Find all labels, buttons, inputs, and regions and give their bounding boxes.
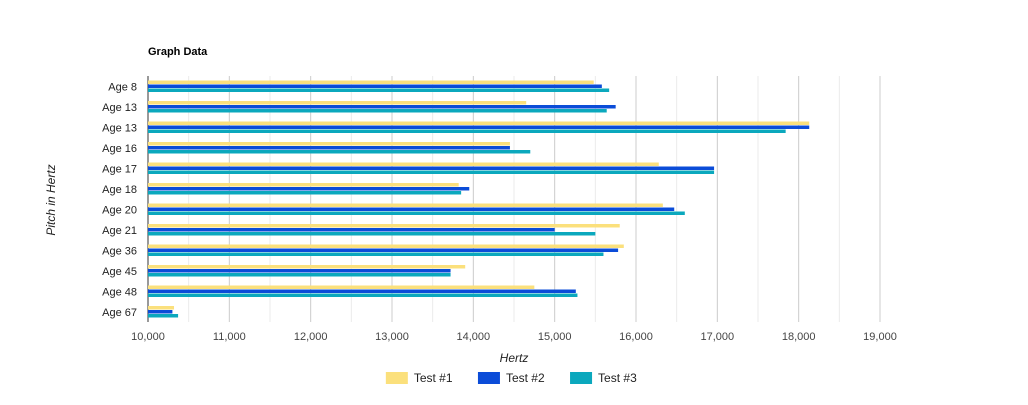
y-tick-label: Age 17 [102, 163, 137, 175]
legend-label: Test #3 [598, 371, 637, 385]
bar[interactable] [148, 170, 715, 175]
bar[interactable] [148, 265, 466, 269]
bars-layer [148, 80, 810, 318]
bar[interactable] [148, 125, 810, 130]
bar[interactable] [148, 232, 596, 236]
bar[interactable] [148, 314, 179, 318]
y-tick-label: Age 36 [102, 245, 137, 257]
y-tick-label: Age 21 [102, 225, 137, 237]
y-tick-label: Age 13 [102, 102, 137, 114]
bar[interactable] [148, 105, 616, 109]
grid-layer [147, 76, 881, 322]
legend-label: Test #1 [414, 371, 453, 385]
x-axis-title: Hertz [500, 351, 529, 365]
bar[interactable] [148, 228, 555, 232]
y-tick-label: Age 13 [102, 122, 137, 134]
bar[interactable] [148, 248, 619, 253]
bar[interactable] [148, 150, 531, 154]
x-tick-label: 17,000 [701, 331, 735, 343]
chart-title: Graph Data [148, 46, 208, 58]
bar[interactable] [148, 109, 607, 113]
x-tick-label: 12,000 [294, 331, 328, 343]
bar[interactable] [148, 269, 451, 273]
bar[interactable] [148, 80, 594, 85]
x-tick-label: 16,000 [619, 331, 653, 343]
bar[interactable] [148, 203, 663, 208]
bar[interactable] [148, 101, 527, 105]
legend-label: Test #2 [506, 371, 545, 385]
bar[interactable] [148, 293, 578, 298]
bar[interactable] [148, 310, 173, 314]
x-tick-label: 13,000 [375, 331, 409, 343]
bar[interactable] [148, 285, 535, 290]
y-tick-label: Age 16 [102, 143, 137, 155]
legend-swatch [477, 372, 500, 384]
bar[interactable] [148, 142, 510, 146]
legend[interactable]: Test #1 Test #2 Test #3 [385, 371, 637, 385]
bar[interactable] [148, 129, 786, 134]
bar[interactable] [148, 224, 620, 228]
x-tick-label: 19,000 [863, 331, 897, 343]
legend-swatch [570, 372, 593, 384]
y-tick-label: Age 67 [102, 307, 137, 319]
bar[interactable] [148, 211, 685, 216]
x-tick-label: 11,000 [213, 331, 246, 343]
bar[interactable] [148, 162, 659, 167]
bar[interactable] [148, 88, 610, 93]
y-axis-title: Pitch in Hertz [44, 164, 58, 235]
bar[interactable] [148, 183, 459, 187]
bar[interactable] [148, 244, 624, 249]
x-tick-label: 14,000 [457, 331, 491, 343]
legend-item[interactable]: Test #1 [385, 371, 453, 385]
x-tick-label: 10,000 [131, 331, 165, 343]
bar[interactable] [148, 84, 602, 89]
legend-item[interactable]: Test #2 [477, 371, 545, 385]
bar[interactable] [148, 207, 675, 212]
bar[interactable] [148, 306, 175, 310]
bar[interactable] [148, 187, 470, 191]
bar[interactable] [148, 191, 462, 195]
y-tick-labels: Age 8 Age 13 Age 13 Age 16 Age 17 Age 18 Age 2… [102, 81, 137, 319]
bar[interactable] [148, 273, 451, 277]
legend-swatch [385, 372, 408, 384]
bar[interactable] [148, 121, 810, 126]
bar[interactable] [148, 252, 604, 257]
bar[interactable] [148, 289, 576, 294]
y-tick-label: Age 18 [102, 184, 137, 196]
x-tick-label: 18,000 [782, 331, 816, 343]
x-tick-labels: 10,000 11,000 12,000 13,000 14,000 15,000 16,0… [131, 331, 897, 343]
y-tick-label: Age 20 [102, 204, 137, 216]
x-tick-label: 15,000 [538, 331, 572, 343]
bar[interactable] [148, 146, 510, 150]
bar[interactable] [148, 166, 715, 171]
y-tick-label: Age 48 [102, 286, 137, 298]
legend-item[interactable]: Test #3 [570, 371, 637, 385]
y-tick-label: Age 45 [102, 266, 137, 278]
y-tick-label: Age 8 [108, 81, 137, 93]
